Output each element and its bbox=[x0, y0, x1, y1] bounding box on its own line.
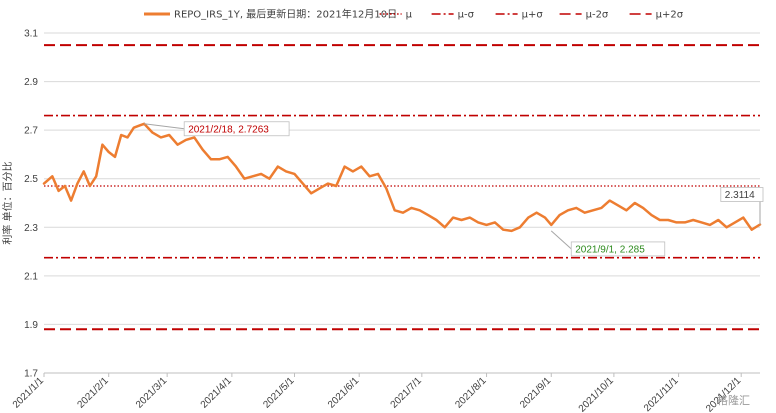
annotation-label: 2.3114 bbox=[725, 190, 755, 201]
annotation-box bbox=[570, 241, 666, 257]
legend: REPO_IRS_1Y, 最后更新日期：2021年12月10日 μ μ-σ μ+σ μ-… bbox=[144, 8, 684, 21]
y-tick-label: 1.9 bbox=[24, 320, 38, 331]
y-tick-label: 2.3 bbox=[24, 223, 38, 234]
annotation-box bbox=[720, 187, 764, 202]
y-tick-label: 1.7 bbox=[24, 369, 38, 380]
gridlines bbox=[44, 32, 760, 374]
x-tick-label: 2021/3/1 bbox=[134, 375, 170, 411]
x-tick-label: 2021/6/1 bbox=[326, 375, 362, 411]
reference-lines bbox=[44, 44, 760, 331]
legend-label: μ bbox=[406, 10, 413, 21]
annotation-leader bbox=[144, 123, 185, 130]
watermark: 格隆汇 bbox=[717, 393, 750, 407]
annotation-label: 2021/2/18, 2.7263 bbox=[188, 124, 269, 135]
x-tick-label: 2021/1/1 bbox=[11, 375, 47, 411]
x-axis: 2021/1/1 2021/2/1 2021/3/1 2021/4/1 2021/5/1… bbox=[11, 372, 760, 413]
y-axis-label: 利率 单位：百分比 bbox=[1, 161, 14, 244]
y-tick-label: 2.1 bbox=[24, 271, 38, 282]
annotations: 2021/2/18, 2.7263 2021/9/1, 2.285 2.3114 bbox=[144, 121, 764, 257]
y-tick-label: 2.7 bbox=[24, 126, 38, 137]
annotation-label: 2021/9/1, 2.285 bbox=[575, 244, 645, 255]
x-tick-label: 2021/8/1 bbox=[453, 375, 489, 411]
series-layer bbox=[42, 122, 762, 233]
legend-label: REPO_IRS_1Y, 最后更新日期：2021年12月10日 bbox=[174, 8, 397, 21]
y-tick-label: 2.9 bbox=[24, 77, 38, 88]
x-tick-label: 2021/4/1 bbox=[199, 375, 235, 411]
y-tick-label: 2.5 bbox=[24, 174, 38, 185]
x-tick-label: 2021/9/1 bbox=[518, 375, 554, 411]
y-axis: 1.7 1.9 2.1 2.3 2.5 2.7 2.9 3.1 bbox=[24, 29, 38, 380]
legend-label: μ+2σ bbox=[656, 10, 684, 21]
series-line bbox=[42, 122, 762, 233]
x-tick-label: 2021/5/1 bbox=[261, 375, 297, 411]
x-tick-label: 2021/2/1 bbox=[76, 375, 112, 411]
annotation-leader bbox=[550, 230, 572, 250]
legend-label: μ-2σ bbox=[586, 10, 609, 21]
legend-label: μ+σ bbox=[522, 10, 544, 21]
annotation-box bbox=[183, 121, 290, 137]
x-tick-label: 2021/7/1 bbox=[389, 375, 425, 411]
x-tick-label: 2021/10/1 bbox=[577, 375, 617, 413]
y-tick-label: 3.1 bbox=[24, 29, 38, 40]
x-tick-label: 2021/11/1 bbox=[642, 375, 681, 413]
legend-label: μ-σ bbox=[458, 10, 475, 21]
